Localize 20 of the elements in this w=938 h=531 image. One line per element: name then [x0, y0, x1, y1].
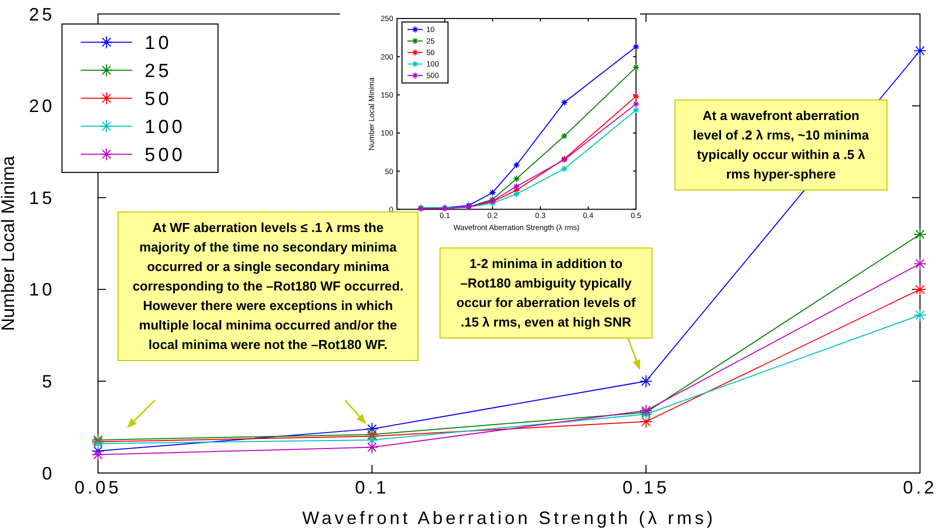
y-tick-label: 10 [28, 280, 55, 300]
x-tick-label: 0.05 [74, 478, 122, 498]
x-axis-title: Wavefront Aberration Strength (λ rms) [302, 508, 716, 528]
y-tick-label: 20 [28, 96, 55, 116]
y-tick-label: 5 [42, 372, 55, 392]
annotation: 1-2 minima in addition to –Rot180 ambiguity typically occur for aberration levels of .15 λ rms, even at high SNR [456, 256, 636, 330]
y-tick-label: 15 [28, 188, 55, 208]
annotation: At WF aberration levels ≤ .1 λ rms the majority of the time no secondary minima occurred or a single secondary minima corresponding to the –Rot180 WF occurred. However there were exceptions in which multiple local minima occurred and/or the local minima were not the –Rot180 WF. [132, 220, 404, 352]
x-tick-label: 0.1 [354, 478, 390, 498]
y-axis-title: Number Local Minima [0, 154, 18, 332]
y-tick-label: 0 [42, 463, 55, 484]
x-tick-label: 0.15 [622, 478, 670, 498]
legend-label: 500 [144, 144, 186, 166]
y-tick-label: 25 [28, 4, 55, 24]
annotation: At a wavefront aberration level of .2 λ rms, ~10 minima typically occur within a .5 λ rms hyper-sphere [693, 108, 870, 182]
legend-label: 10 [144, 32, 172, 54]
legend-label: 50 [144, 88, 172, 110]
legend-label: 25 [144, 60, 172, 82]
x-tick-label: 0.2 [902, 478, 938, 498]
legend-label: 100 [144, 116, 186, 138]
